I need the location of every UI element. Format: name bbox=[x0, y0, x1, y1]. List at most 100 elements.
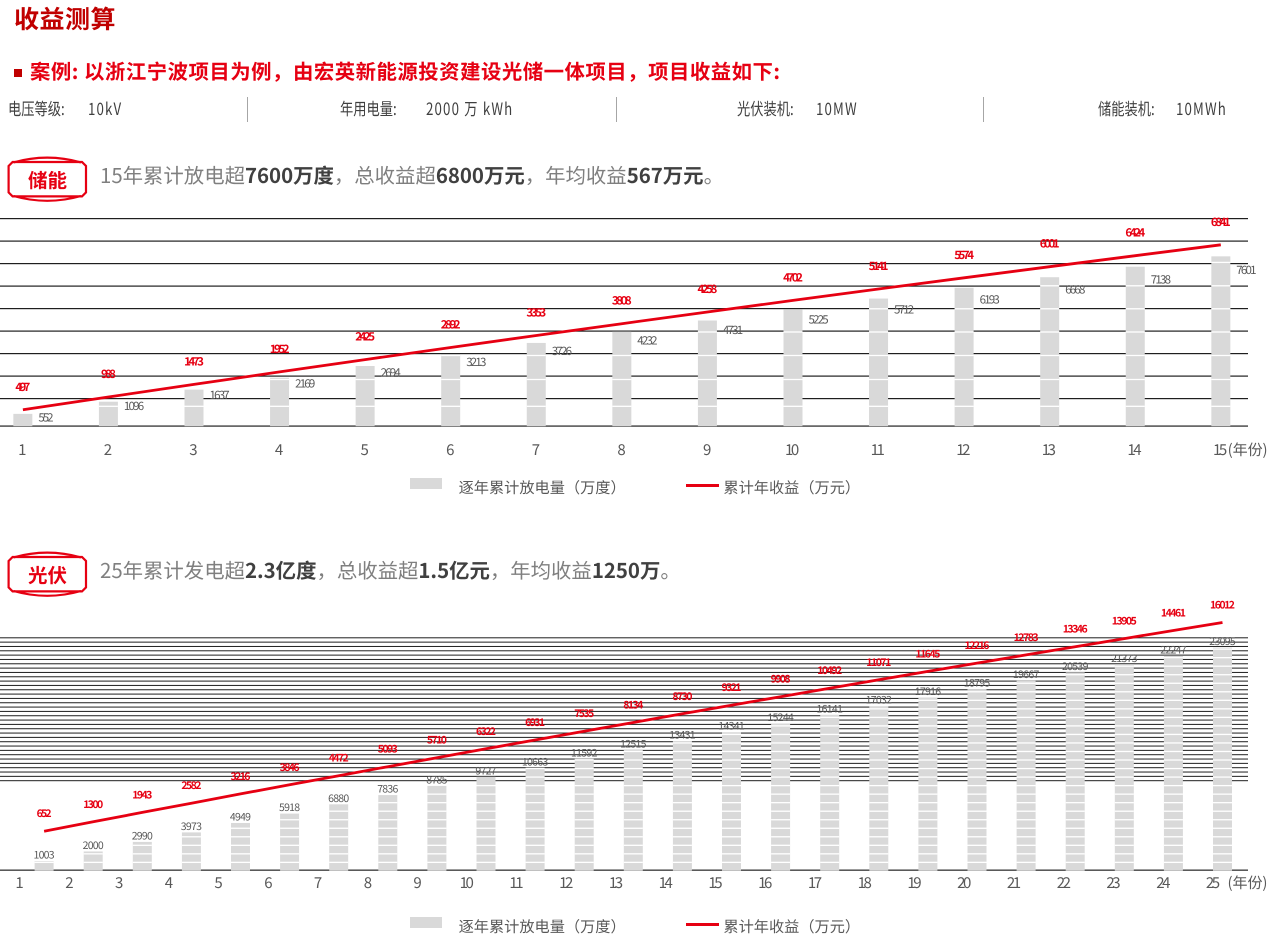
svg-text:11071: 11071 bbox=[866, 655, 891, 670]
svg-text:9908: 9908 bbox=[771, 672, 791, 687]
svg-text:497: 497 bbox=[15, 379, 30, 395]
svg-text:6193: 6193 bbox=[980, 291, 1000, 307]
svg-text:16: 16 bbox=[758, 872, 772, 893]
svg-text:4949: 4949 bbox=[230, 810, 251, 825]
svg-text:4: 4 bbox=[275, 439, 283, 460]
svg-text:11: 11 bbox=[871, 439, 885, 460]
svg-text:3353: 3353 bbox=[526, 305, 546, 321]
svg-text:(年份): (年份) bbox=[1228, 439, 1268, 460]
svg-text:3: 3 bbox=[189, 439, 197, 460]
svg-text:552: 552 bbox=[38, 410, 53, 426]
svg-text:15: 15 bbox=[1213, 439, 1227, 460]
svg-text:3: 3 bbox=[115, 872, 123, 893]
svg-text:2: 2 bbox=[65, 872, 73, 893]
svg-text:5710: 5710 bbox=[427, 733, 447, 748]
svg-text:1: 1 bbox=[18, 439, 26, 460]
svg-text:6322: 6322 bbox=[476, 724, 496, 739]
svg-text:23: 23 bbox=[1106, 872, 1120, 893]
svg-text:988: 988 bbox=[101, 366, 116, 382]
svg-text:1637: 1637 bbox=[210, 387, 230, 403]
svg-text:9: 9 bbox=[413, 872, 421, 893]
svg-text:3808: 3808 bbox=[612, 293, 632, 309]
svg-text:10: 10 bbox=[460, 872, 474, 893]
svg-text:16012: 16012 bbox=[1210, 600, 1235, 613]
svg-text:17032: 17032 bbox=[866, 693, 893, 708]
svg-text:7601: 7601 bbox=[1236, 262, 1256, 278]
svg-text:3216: 3216 bbox=[231, 769, 251, 784]
svg-text:2990: 2990 bbox=[132, 828, 153, 843]
svg-text:14341: 14341 bbox=[718, 719, 745, 734]
svg-text:4702: 4702 bbox=[783, 269, 803, 285]
svg-text:14: 14 bbox=[659, 872, 673, 893]
svg-text:1473: 1473 bbox=[184, 353, 204, 369]
svg-text:13431: 13431 bbox=[669, 728, 696, 743]
svg-text:12783: 12783 bbox=[1014, 630, 1039, 645]
svg-text:1003: 1003 bbox=[34, 848, 55, 863]
svg-text:8785: 8785 bbox=[426, 772, 447, 787]
svg-text:2425: 2425 bbox=[355, 329, 375, 345]
svg-text:22: 22 bbox=[1057, 872, 1071, 893]
svg-text:9: 9 bbox=[703, 439, 711, 460]
svg-text:光伏: 光伏 bbox=[28, 560, 67, 589]
svg-text:18795: 18795 bbox=[964, 676, 991, 691]
svg-text:6: 6 bbox=[264, 872, 272, 893]
svg-text:14461: 14461 bbox=[1161, 606, 1186, 621]
svg-text:9321: 9321 bbox=[722, 680, 742, 695]
svg-text:17: 17 bbox=[808, 872, 822, 893]
svg-text:8730: 8730 bbox=[672, 689, 692, 704]
svg-text:12: 12 bbox=[559, 872, 573, 893]
svg-text:5: 5 bbox=[361, 439, 369, 460]
svg-text:2: 2 bbox=[104, 439, 112, 460]
svg-text:5093: 5093 bbox=[378, 742, 398, 757]
svg-text:19667: 19667 bbox=[1013, 667, 1040, 682]
svg-text:8134: 8134 bbox=[623, 698, 643, 713]
svg-text:11645: 11645 bbox=[915, 646, 940, 661]
svg-text:1943: 1943 bbox=[132, 787, 152, 802]
svg-text:14: 14 bbox=[1127, 439, 1141, 460]
svg-text:6668: 6668 bbox=[1065, 281, 1085, 297]
svg-text:(年份): (年份) bbox=[1228, 872, 1268, 893]
svg-text:7: 7 bbox=[532, 439, 540, 460]
svg-text:8: 8 bbox=[617, 439, 625, 460]
svg-text:5712: 5712 bbox=[894, 302, 914, 318]
svg-text:2892: 2892 bbox=[441, 317, 461, 333]
svg-text:20539: 20539 bbox=[1062, 659, 1089, 674]
svg-text:15: 15 bbox=[708, 872, 722, 893]
svg-text:1300: 1300 bbox=[83, 797, 103, 812]
svg-text:19: 19 bbox=[907, 872, 921, 893]
svg-text:21: 21 bbox=[1007, 872, 1021, 893]
svg-text:2169: 2169 bbox=[295, 376, 315, 392]
svg-text:13: 13 bbox=[609, 872, 623, 893]
svg-text:3846: 3846 bbox=[280, 760, 300, 775]
svg-text:7535: 7535 bbox=[574, 706, 594, 721]
svg-text:4: 4 bbox=[165, 872, 173, 893]
svg-text:12515: 12515 bbox=[620, 736, 647, 751]
svg-text:6424: 6424 bbox=[1125, 225, 1145, 241]
svg-text:6841: 6841 bbox=[1211, 214, 1231, 230]
svg-text:8: 8 bbox=[364, 872, 372, 893]
svg-text:5918: 5918 bbox=[279, 800, 300, 815]
svg-text:6880: 6880 bbox=[328, 791, 349, 806]
svg-text:7: 7 bbox=[314, 872, 322, 893]
svg-text:2582: 2582 bbox=[181, 778, 201, 793]
svg-text:13346: 13346 bbox=[1063, 622, 1088, 637]
svg-text:23095: 23095 bbox=[1209, 634, 1236, 649]
svg-text:6: 6 bbox=[446, 439, 454, 460]
svg-text:4232: 4232 bbox=[637, 333, 657, 349]
svg-text:6931: 6931 bbox=[525, 715, 545, 730]
svg-text:16141: 16141 bbox=[817, 701, 844, 716]
svg-text:5225: 5225 bbox=[809, 312, 829, 328]
svg-text:5141: 5141 bbox=[869, 258, 889, 274]
svg-text:3973: 3973 bbox=[181, 819, 202, 834]
svg-text:13: 13 bbox=[1042, 439, 1056, 460]
svg-text:18: 18 bbox=[858, 872, 872, 893]
svg-text:25: 25 bbox=[1206, 872, 1220, 893]
svg-text:12: 12 bbox=[956, 439, 970, 460]
svg-text:5: 5 bbox=[214, 872, 222, 893]
svg-text:储能: 储能 bbox=[28, 165, 68, 194]
svg-text:20: 20 bbox=[957, 872, 971, 893]
svg-text:1952: 1952 bbox=[270, 341, 290, 357]
svg-text:4731: 4731 bbox=[723, 322, 743, 338]
svg-text:2000: 2000 bbox=[83, 838, 104, 853]
svg-text:9727: 9727 bbox=[475, 763, 496, 778]
